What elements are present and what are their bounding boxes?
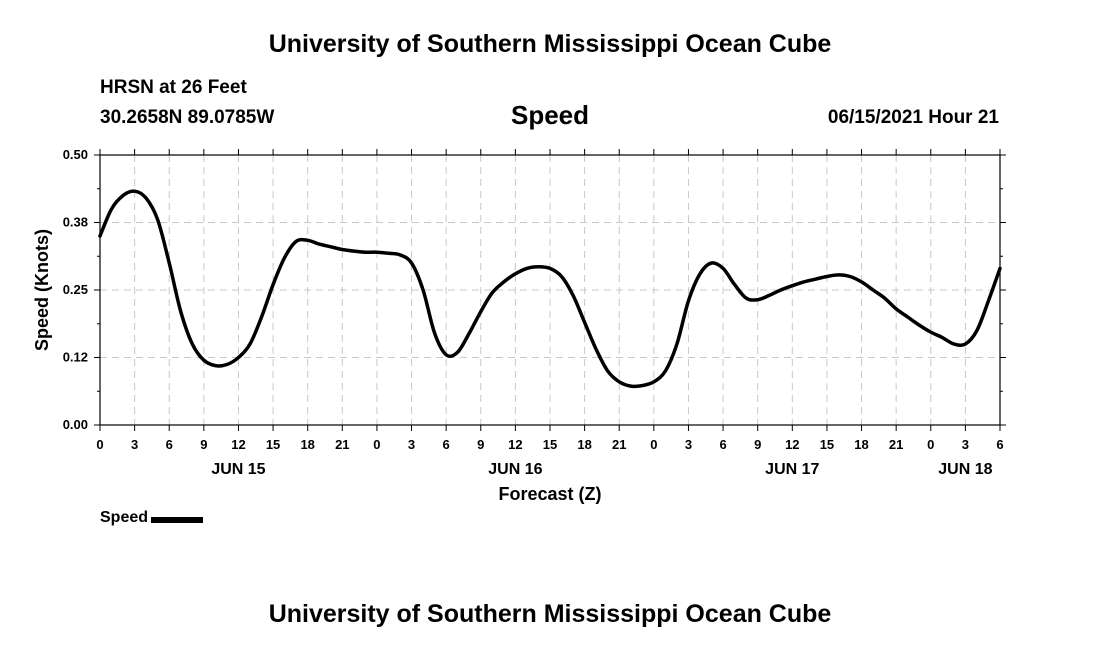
x-tick-label: 9 — [200, 437, 207, 452]
y-tick-label: 0.12 — [63, 350, 88, 365]
x-tick-label: 0 — [927, 437, 934, 452]
x-tick-label: 6 — [166, 437, 173, 452]
x-tick-label: 21 — [889, 437, 903, 452]
x-tick-label: 12 — [231, 437, 245, 452]
y-axis-title: Speed (Knots) — [32, 229, 52, 351]
day-label: JUN 16 — [488, 461, 542, 478]
x-tick-label: 6 — [996, 437, 1003, 452]
y-axis-ticks: 0.00 0.12 0.25 0.38 0.50 — [63, 147, 1006, 432]
x-tick-label: 3 — [408, 437, 415, 452]
x-tick-label: 18 — [854, 437, 868, 452]
x-tick-label: 9 — [754, 437, 761, 452]
x-tick-label: 0 — [96, 437, 103, 452]
legend-swatch — [151, 516, 204, 523]
day-label: JUN 18 — [938, 461, 992, 478]
legend-label: Speed — [100, 509, 149, 526]
speed-series-line — [98, 189, 1002, 389]
x-tick-label: 0 — [373, 437, 380, 452]
day-label: JUN 15 — [211, 461, 265, 478]
x-tick-label: 18 — [300, 437, 314, 452]
station-label: HRSN at 26 Feet — [100, 77, 247, 98]
x-tick-label: 12 — [508, 437, 522, 452]
x-tick-label: 3 — [131, 437, 138, 452]
x-tick-label: 15 — [266, 437, 280, 452]
x-tick-label: 21 — [612, 437, 626, 452]
x-tick-label: 21 — [335, 437, 349, 452]
chart-title: Speed — [510, 100, 590, 130]
y-tick-label: 0.25 — [63, 282, 88, 297]
y-tick-label: 0.50 — [63, 147, 88, 162]
x-tick-label: 15 — [820, 437, 834, 452]
x-tick-label: 12 — [785, 437, 799, 452]
x-tick-label: 18 — [577, 437, 591, 452]
x-tick-label: 9 — [477, 437, 484, 452]
coordinates-label: 30.2658N 89.0785W — [100, 107, 275, 128]
x-tick-label: 6 — [719, 437, 726, 452]
x-axis-title: Forecast (Z) — [498, 484, 601, 504]
plot-frame — [99, 154, 1001, 426]
day-label: JUN 17 — [765, 461, 819, 478]
y-tick-label: 0.00 — [63, 417, 88, 432]
bottom-title: University of Southern Mississippi Ocean… — [268, 600, 832, 628]
x-tick-label: 3 — [685, 437, 692, 452]
legend: Speed — [100, 509, 204, 527]
x-tick-label: 3 — [962, 437, 969, 452]
x-tick-label: 6 — [443, 437, 450, 452]
x-tick-label: 15 — [543, 437, 557, 452]
x-axis-ticks: 0 3 6 9 12 15 18 21 0 3 6 9 12 15 18 21 0 3 6 9 12 15 18 21 0 3 6 — [96, 149, 1004, 452]
x-tick-label: 0 — [650, 437, 657, 452]
datetime-label: 06/15/2021 Hour 21 — [827, 107, 999, 128]
grid-lines — [100, 155, 1000, 425]
y-tick-label: 0.38 — [63, 215, 88, 230]
top-title: University of Southern Mississippi Ocean… — [268, 30, 832, 58]
day-labels: JUN 15 JUN 16 JUN 17 JUN 18 — [211, 461, 992, 478]
